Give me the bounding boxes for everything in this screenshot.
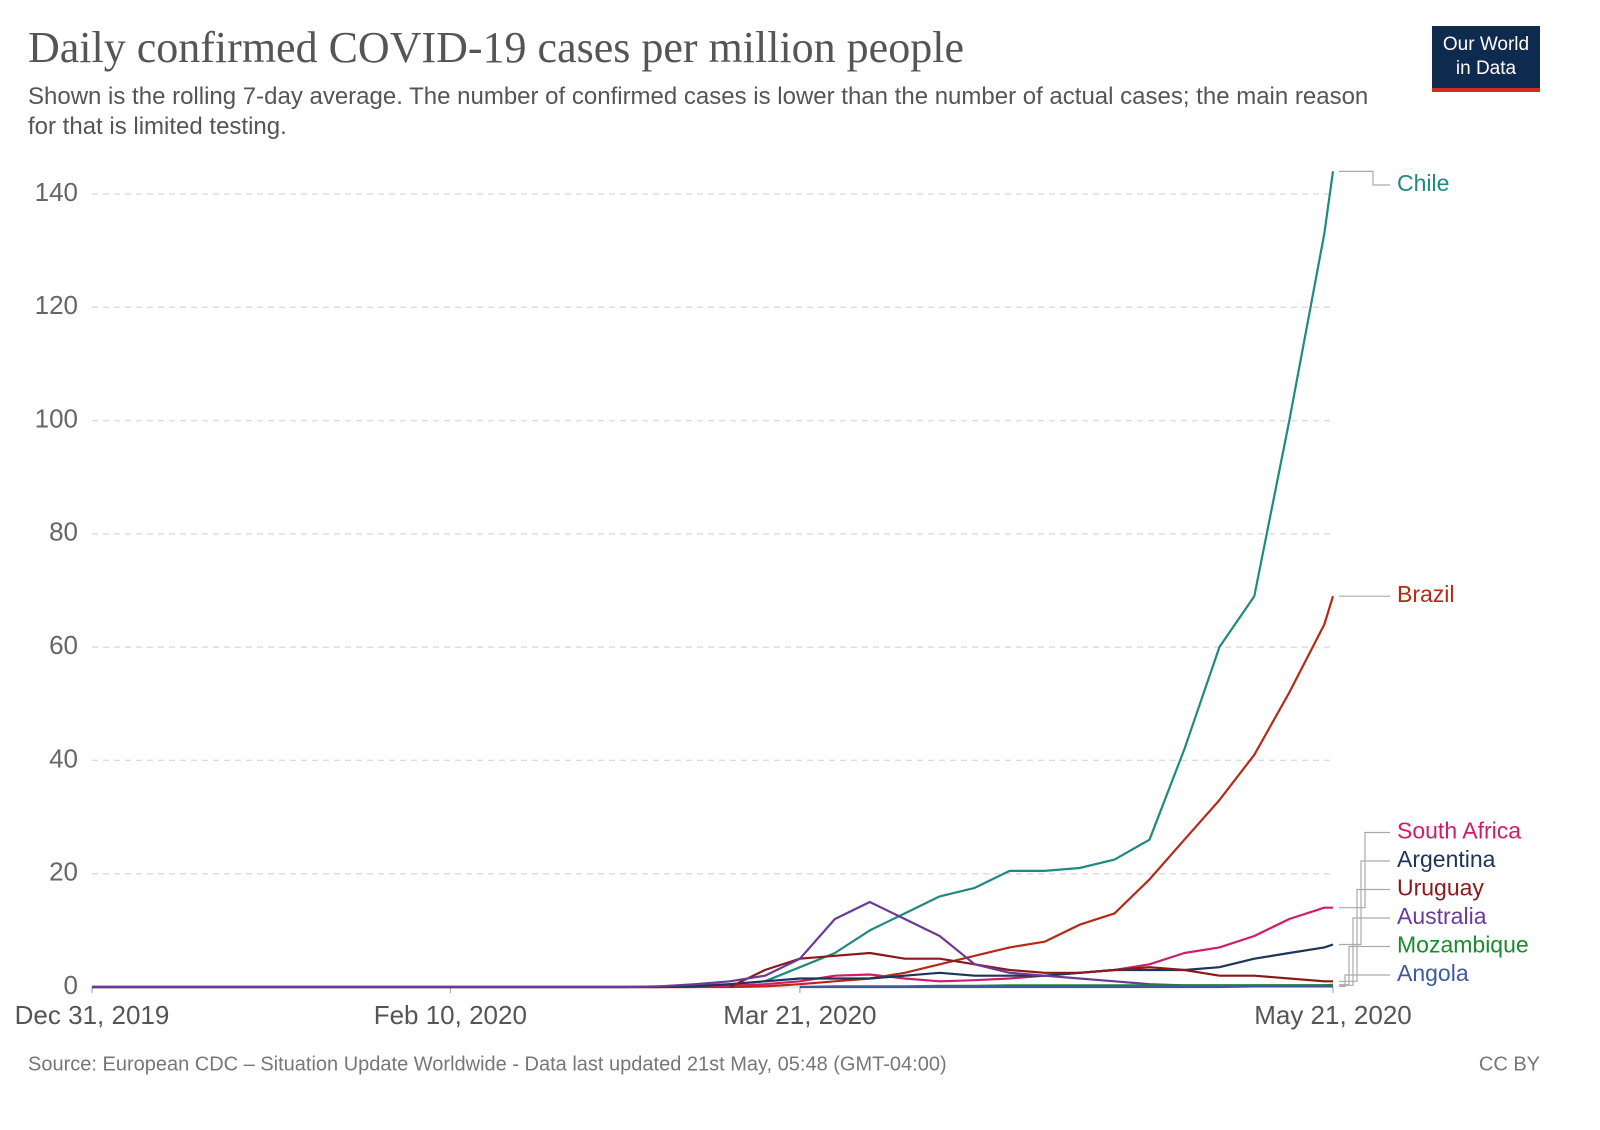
data-line — [92, 943, 1334, 989]
data-line — [92, 906, 1333, 989]
y-tick-label: 140 — [35, 177, 78, 207]
y-tick-label: 100 — [35, 403, 78, 433]
legend-label: Australia — [1397, 903, 1487, 929]
license: CC BY — [1479, 1053, 1540, 1075]
y-tick-label: 20 — [49, 857, 78, 887]
data-line — [92, 900, 1333, 989]
data-line — [729, 951, 1333, 988]
legend-label: Argentina — [1397, 846, 1496, 872]
x-tick-label: Mar 21, 2020 — [723, 1000, 876, 1030]
x-tick-label: Dec 31, 2019 — [15, 1000, 170, 1030]
legend-connector — [1339, 945, 1390, 986]
x-tick-label: Feb 10, 2020 — [374, 1000, 527, 1030]
legend-label: Uruguay — [1397, 875, 1484, 901]
source-note: Source: European CDC – Situation Update … — [28, 1053, 947, 1075]
legend-connector — [1339, 831, 1390, 909]
legend-label: Angola — [1397, 960, 1469, 986]
data-line — [92, 171, 1335, 989]
y-tick-label: 80 — [49, 517, 78, 547]
chart-title: Daily confirmed COVID-19 cases per milli… — [28, 23, 964, 72]
y-tick-label: 40 — [49, 743, 78, 773]
legend-connector — [1339, 888, 1390, 982]
y-tick-label: 120 — [35, 290, 78, 320]
x-tick-label: May 21, 2020 — [1254, 1000, 1412, 1030]
logo-text: Our World — [1443, 34, 1529, 55]
legend-label: South Africa — [1397, 818, 1521, 844]
y-tick-label: 60 — [49, 630, 78, 660]
logo-stripe — [1432, 88, 1540, 92]
logo-text: in Data — [1456, 58, 1517, 79]
data-line — [799, 985, 1333, 989]
legend-connector — [1339, 974, 1390, 988]
logo-box — [1432, 26, 1540, 88]
y-tick-label: 0 — [64, 970, 78, 1000]
data-line — [92, 595, 1335, 989]
chart-subtitle: Shown is the rolling 7-day average. The … — [28, 83, 1369, 140]
legend-connector — [1339, 170, 1390, 186]
legend-connector — [1339, 860, 1390, 946]
legend-label: Brazil — [1397, 581, 1455, 607]
legend-label: Chile — [1397, 170, 1449, 196]
legend-label: Mozambique — [1397, 932, 1529, 958]
